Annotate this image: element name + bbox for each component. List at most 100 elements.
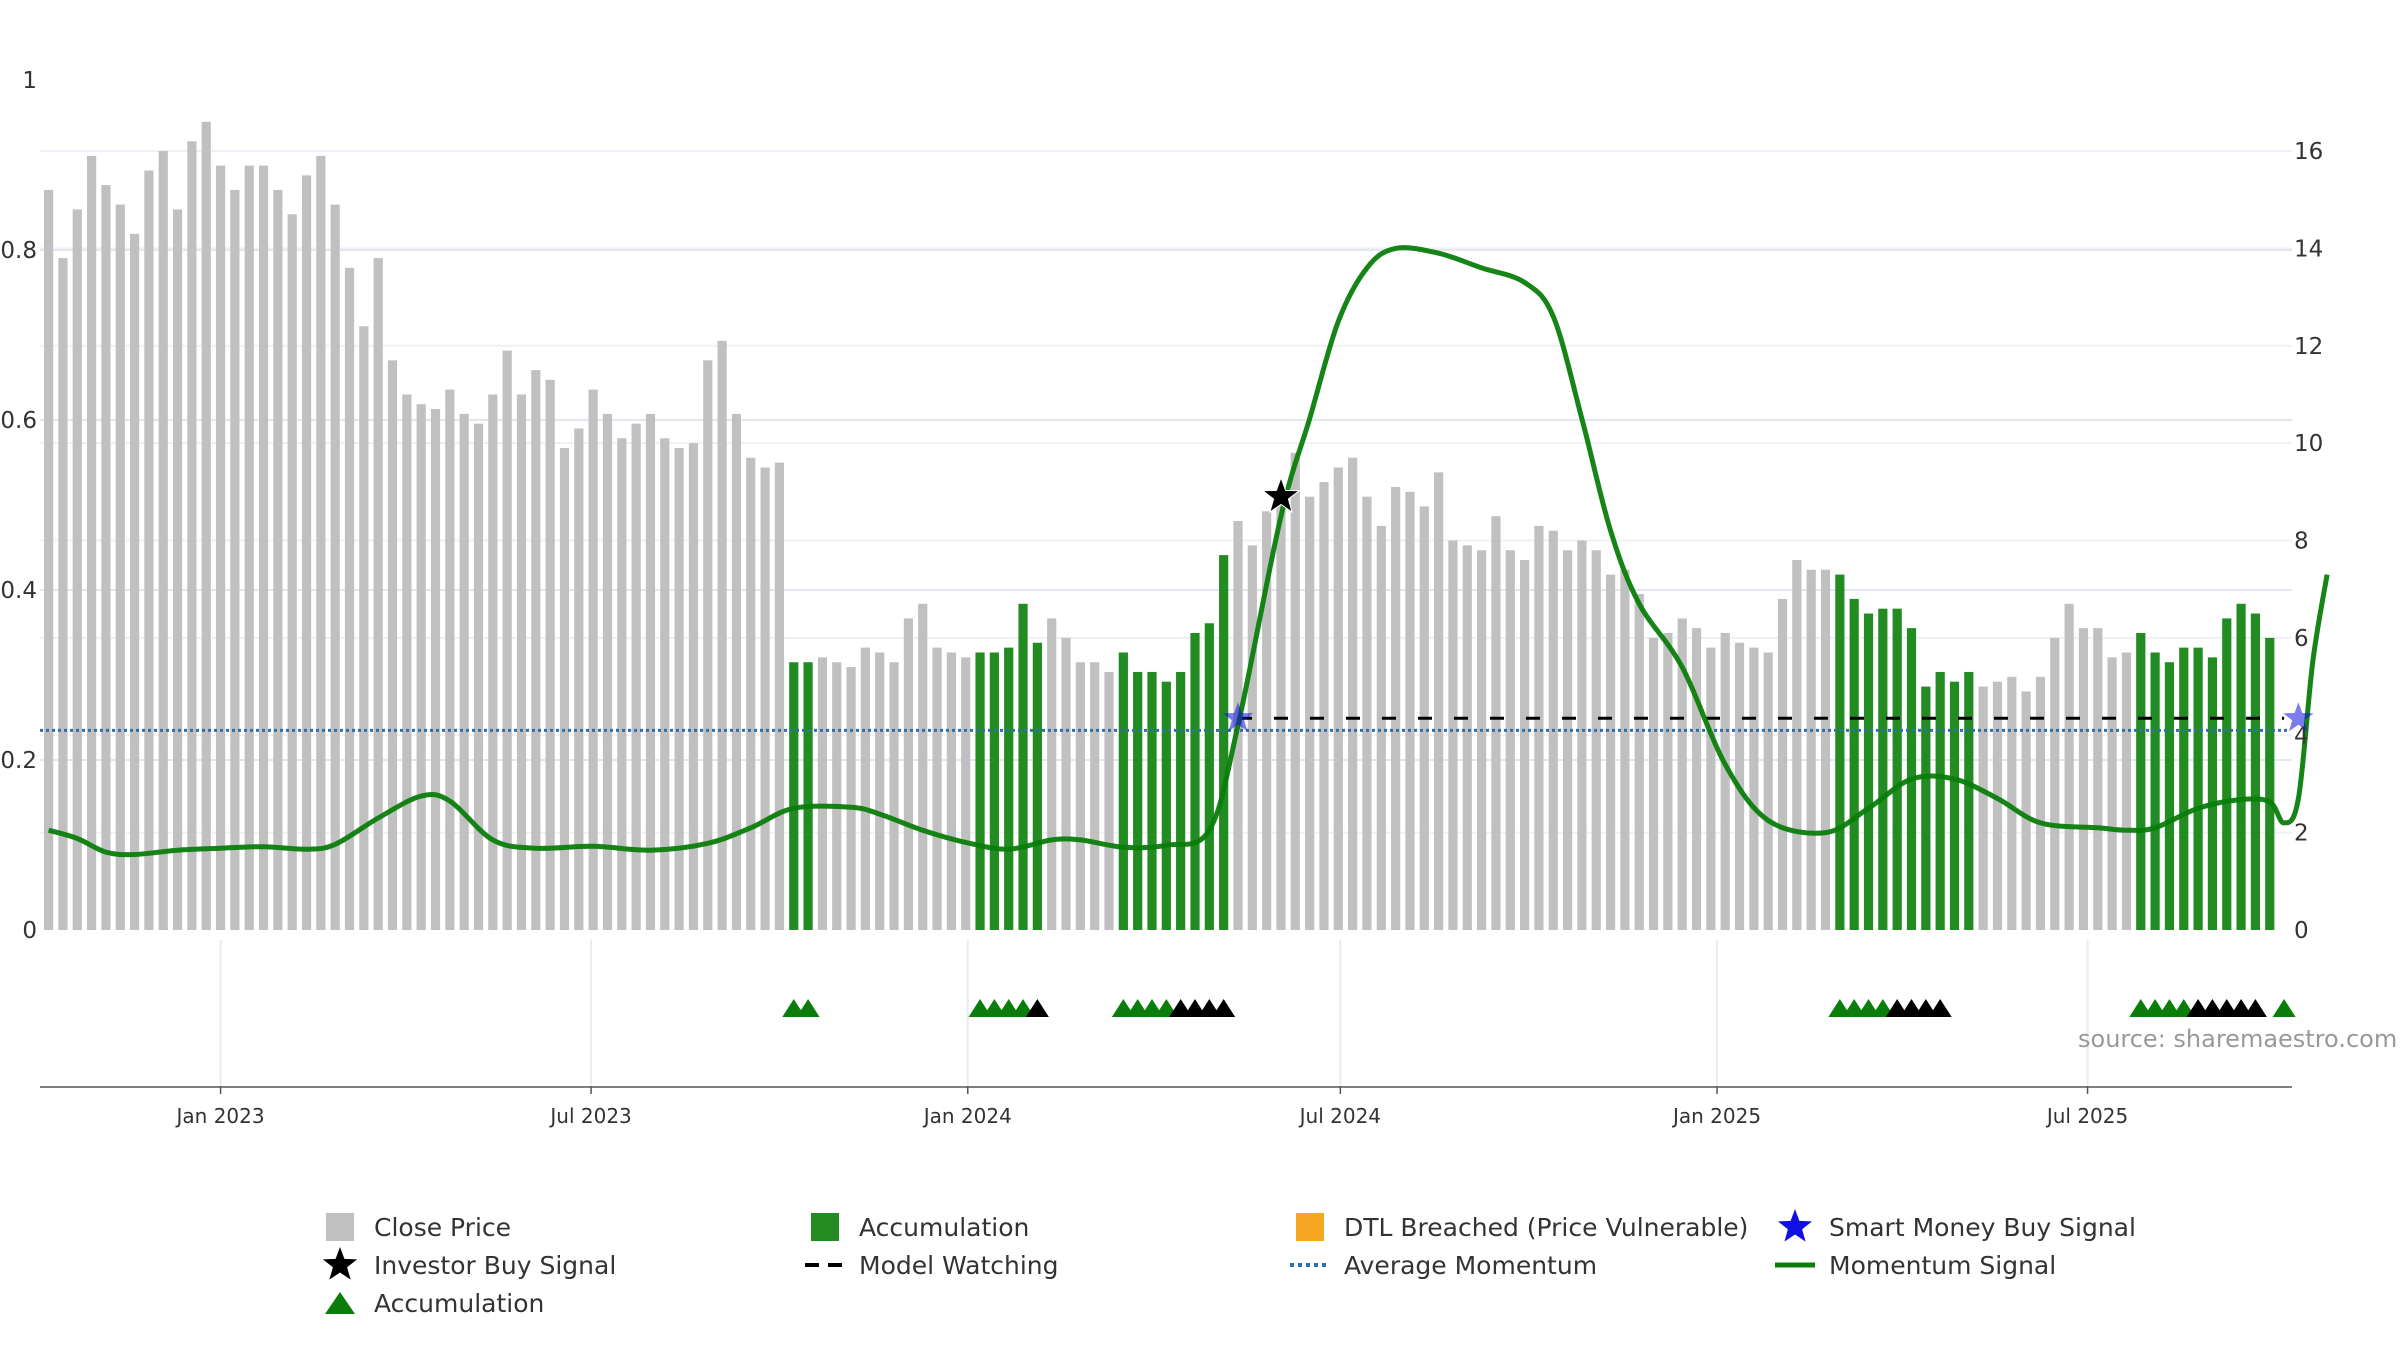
orange-square-icon xyxy=(1290,1208,1330,1246)
accumulation-bar xyxy=(1892,608,1902,930)
close-price-bar xyxy=(1061,637,1071,930)
close-price-bar xyxy=(531,370,541,930)
left-axis-tick-5: 1 xyxy=(22,68,37,94)
accumulation-triangle xyxy=(1025,999,1049,1017)
close-price-bar xyxy=(1319,482,1329,930)
accumulation-bar xyxy=(1849,598,1859,930)
close-price-bar xyxy=(1763,652,1773,930)
accumulation-bar xyxy=(1032,642,1042,930)
close-price-bar xyxy=(1663,633,1673,930)
close-price-bar xyxy=(344,267,355,931)
legend-item-dtl: DTL Breached (Price Vulnerable) xyxy=(1290,1208,1748,1246)
close-price-bar xyxy=(2107,657,2117,930)
x-axis-tick-1: Jul 2023 xyxy=(548,1104,631,1128)
close-price-bar xyxy=(473,423,484,930)
close-price-bar xyxy=(301,175,312,930)
accumulation-bar xyxy=(975,652,985,930)
close-price-bar xyxy=(1104,671,1114,930)
legend-item-model-watching: Model Watching xyxy=(805,1246,1059,1284)
close-price-bar xyxy=(946,652,956,930)
close-price-bar xyxy=(201,121,211,931)
close-price-bar xyxy=(688,443,699,930)
accumulation-bar xyxy=(1921,686,1931,930)
close-price-bar xyxy=(1605,574,1616,930)
close-price-bar xyxy=(2093,628,2103,930)
close-price-bar xyxy=(101,185,111,931)
accumulation-triangle xyxy=(796,999,820,1017)
accumulation-bar xyxy=(789,662,799,930)
accumulation-bar xyxy=(2150,652,2160,930)
close-price-bar xyxy=(258,165,269,930)
close-price-bar xyxy=(545,379,555,930)
legend-label-smart-money: Smart Money Buy Signal xyxy=(1829,1212,2136,1242)
legend-label-model-watching: Model Watching xyxy=(859,1250,1059,1280)
accumulation-triangle xyxy=(2272,999,2296,1017)
accumulation-bar xyxy=(2236,603,2246,930)
close-price-bar xyxy=(875,652,885,930)
accumulation-bar xyxy=(2164,662,2175,930)
legend-label-accumulation: Accumulation xyxy=(859,1212,1030,1242)
bar-series xyxy=(44,121,2275,931)
close-price-bar xyxy=(903,618,913,930)
close-price-bar xyxy=(1247,545,1257,930)
close-price-bar xyxy=(1333,467,1343,930)
close-price-bar xyxy=(44,189,54,930)
close-price-bar xyxy=(889,662,899,930)
close-price-bar xyxy=(731,413,742,931)
legend-label-investor-buy: Investor Buy Signal xyxy=(374,1250,617,1280)
close-price-bar xyxy=(72,209,82,931)
close-price-bar xyxy=(746,457,756,930)
close-price-bar xyxy=(2021,691,2031,930)
right-axis-tick-4: 8 xyxy=(2294,529,2309,555)
close-price-bar xyxy=(832,662,842,930)
source-credit: source: sharemaestro.com xyxy=(2078,1025,2398,1053)
green-line-icon xyxy=(1775,1246,1815,1284)
investor-buy-star xyxy=(1261,476,1301,514)
legend-item-close-price: Close Price xyxy=(320,1208,511,1246)
close-price-bar xyxy=(932,647,942,930)
x-axis-tick-2: Jan 2024 xyxy=(922,1104,1012,1128)
left-axis-tick-4: 0.8 xyxy=(0,238,37,264)
close-price-bar xyxy=(1075,662,1085,930)
accumulation-bar xyxy=(2222,618,2232,930)
close-price-bar xyxy=(244,165,254,930)
close-price-bar xyxy=(2064,603,2074,930)
close-price-bar xyxy=(273,189,283,930)
close-price-bar xyxy=(187,141,197,930)
green-square-icon xyxy=(805,1208,845,1246)
close-price-bar xyxy=(488,394,498,930)
accumulation-bar xyxy=(2136,633,2146,930)
close-price-bar xyxy=(1362,496,1372,930)
close-price-bar xyxy=(373,258,383,930)
close-price-bar xyxy=(1391,486,1401,930)
left-axis-tick-0: 0 xyxy=(22,918,37,944)
close-price-bar xyxy=(1448,540,1458,930)
accumulation-bar xyxy=(2193,647,2203,930)
close-price-bar xyxy=(129,233,140,931)
close-price-bar xyxy=(1691,628,1702,930)
x-axis-tick-5: Jul 2025 xyxy=(2045,1104,2128,1128)
right-axis-tick-1: 2 xyxy=(2294,821,2309,847)
close-price-bar xyxy=(86,155,97,930)
close-price-bar xyxy=(2007,676,2017,930)
close-price-bar xyxy=(1634,594,1644,930)
accumulation-bar xyxy=(1161,681,1171,930)
close-price-bar xyxy=(617,438,627,930)
right-axis-tick-0: 0 xyxy=(2294,918,2309,944)
close-price-bar xyxy=(1376,525,1386,930)
x-axis-tick-4: Jan 2025 xyxy=(1671,1104,1761,1128)
close-price-bar xyxy=(1620,569,1630,930)
legend-label-accumulation-triangle: Accumulation xyxy=(374,1288,545,1318)
blue-star-icon xyxy=(1775,1208,1815,1246)
right-axis-tick-8: 16 xyxy=(2294,139,2323,165)
close-price-bar xyxy=(1434,472,1444,930)
x-axis-tick-3: Jul 2024 xyxy=(1298,1104,1381,1128)
close-price-bar xyxy=(172,209,183,931)
close-price-bar xyxy=(1577,540,1587,930)
triangle-markers xyxy=(782,999,2296,1017)
close-price-bar xyxy=(817,657,828,930)
accumulation-bar xyxy=(1219,555,1229,930)
close-price-bar xyxy=(287,214,297,930)
close-price-bar xyxy=(717,340,727,931)
gray-square-icon xyxy=(320,1208,360,1246)
